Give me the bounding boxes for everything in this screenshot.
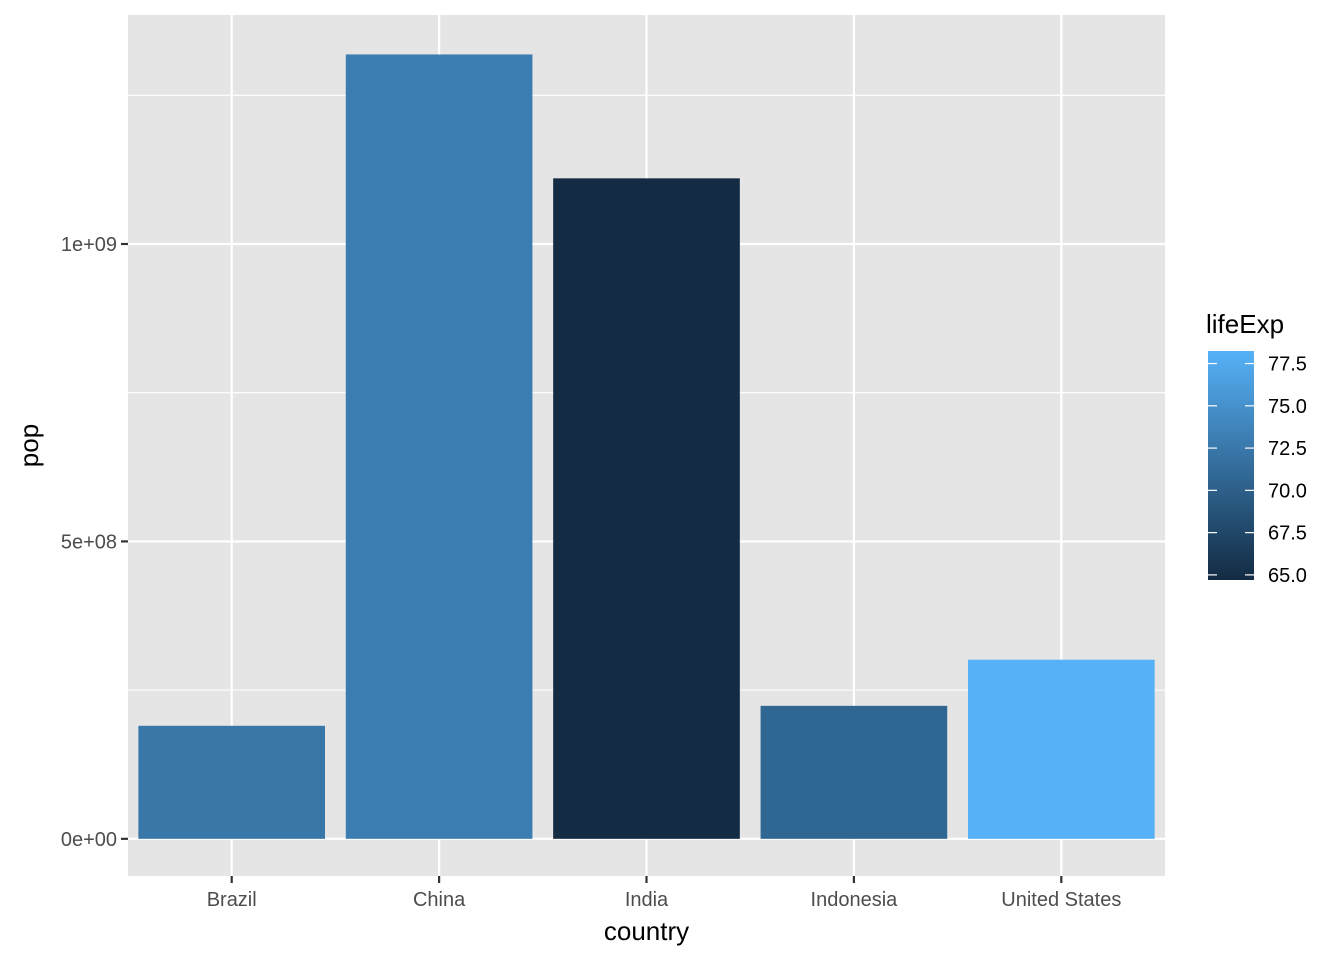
x-tick-label: Indonesia — [811, 889, 899, 911]
x-tick-label: China — [413, 889, 466, 911]
legend-colorbar — [1208, 351, 1254, 580]
legend-tick-label: 70.0 — [1268, 480, 1307, 502]
bar-india — [553, 178, 740, 839]
y-tick-label: 1e+09 — [61, 234, 117, 256]
bar-indonesia — [760, 705, 948, 839]
legend-tick-label: 77.5 — [1268, 354, 1307, 376]
legend-tick-label: 75.0 — [1268, 396, 1307, 418]
x-tick-label: Brazil — [207, 889, 257, 911]
legend-tick-label: 72.5 — [1268, 438, 1307, 460]
legend-tick-label: 67.5 — [1268, 523, 1307, 545]
x-tick-label: India — [625, 889, 669, 911]
x-tick-label: United States — [1001, 889, 1121, 911]
bar-united-states — [967, 659, 1155, 839]
x-axis-title: country — [604, 916, 689, 946]
bar-brazil — [138, 725, 326, 839]
y-axis-title: pop — [14, 424, 44, 467]
legend-title: lifeExp — [1206, 309, 1284, 339]
legend-tick-label: 65.0 — [1268, 565, 1307, 587]
legend: lifeExp 65.0 67.5 70.0 72.5 75.0 77.5 — [1206, 309, 1307, 587]
bar-china — [345, 54, 533, 839]
y-tick-label: 5e+08 — [61, 531, 117, 553]
y-tick-label: 0e+00 — [61, 829, 117, 851]
